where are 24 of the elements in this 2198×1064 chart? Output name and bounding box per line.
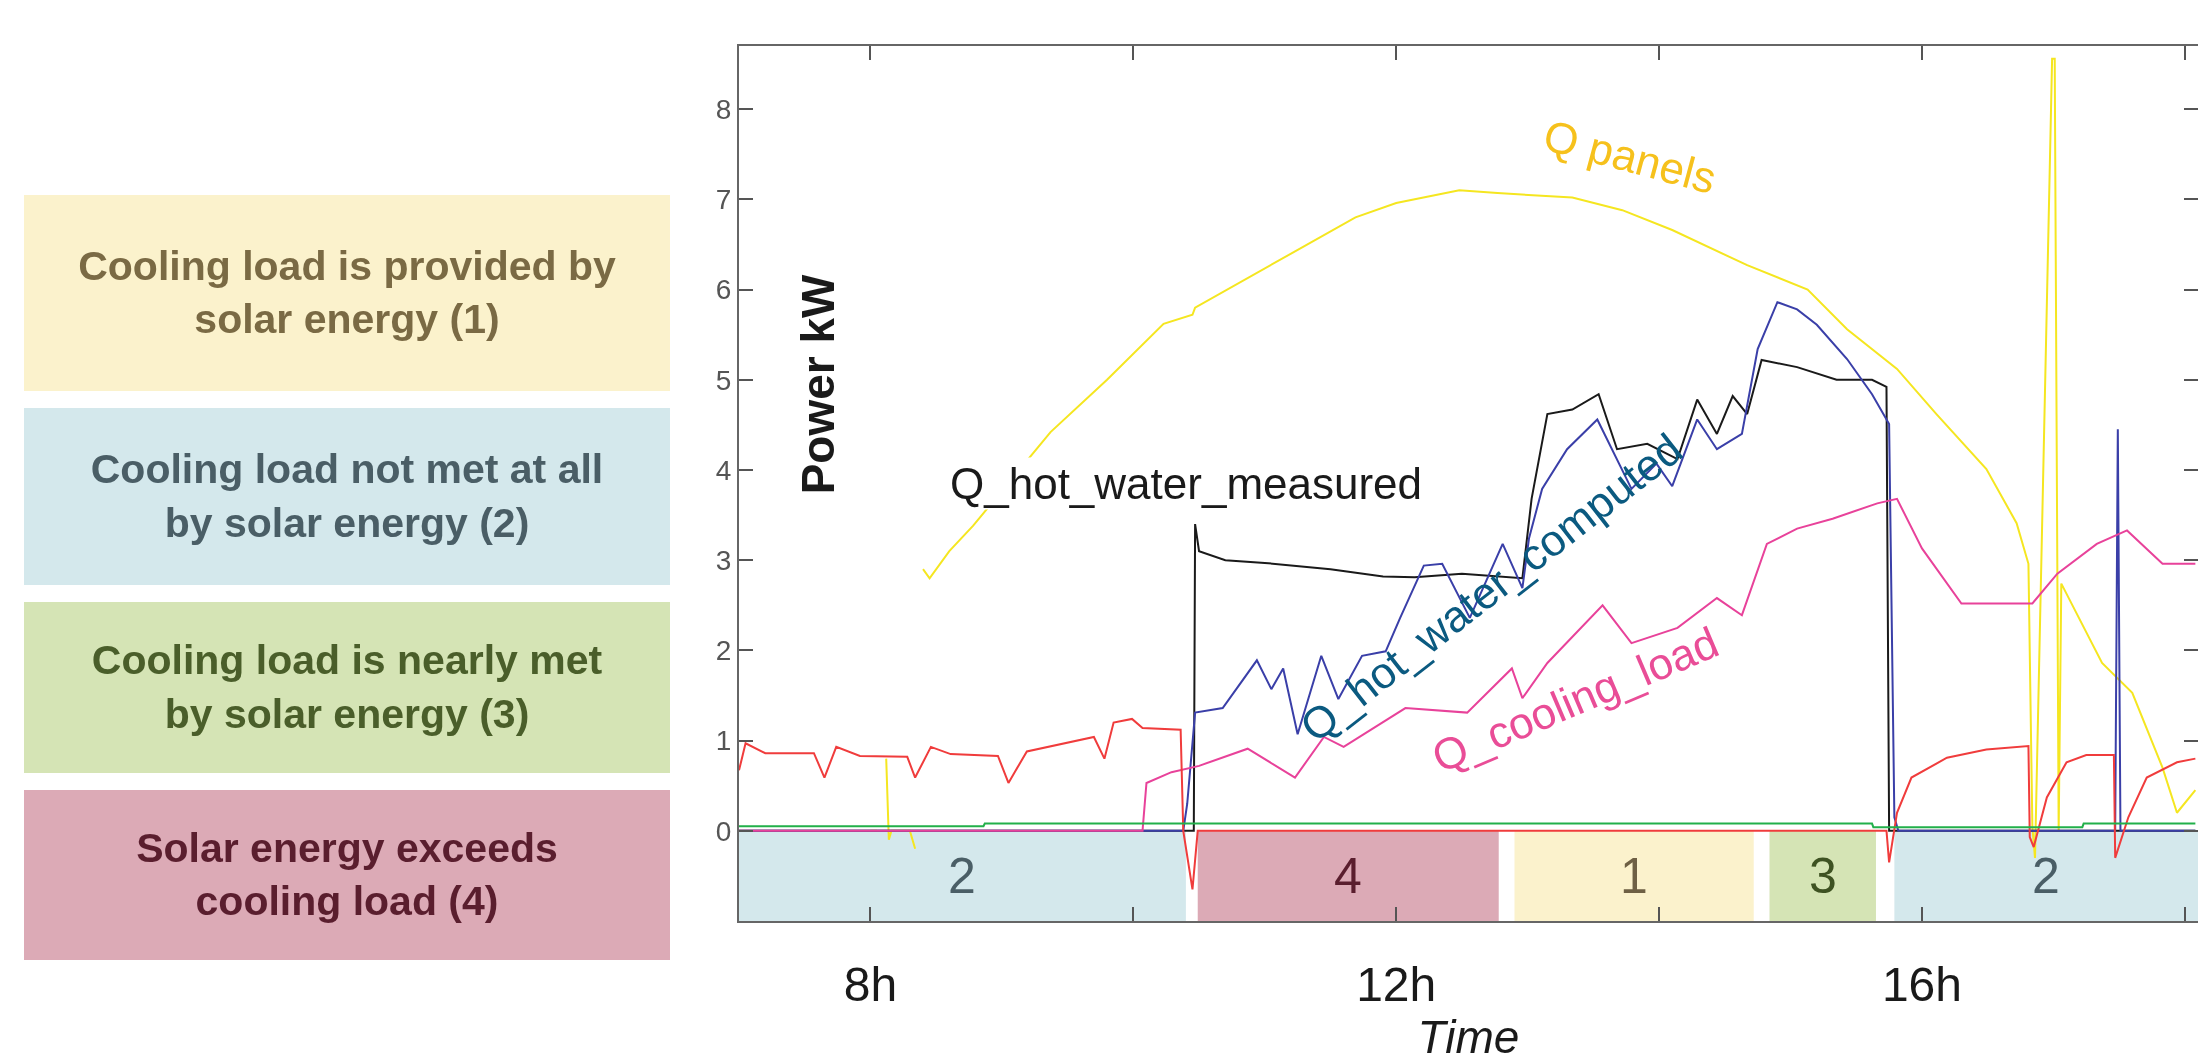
band-label: 4: [1334, 848, 1362, 904]
y-tick-label: 7: [715, 184, 732, 216]
y-tick-label: 6: [715, 274, 732, 306]
y-axis-title: Power kW: [791, 273, 844, 495]
text: Cooling load is provided by solar energy (1): [24, 195, 670, 391]
text: Q panels: [1538, 110, 1722, 203]
band-label: 3: [1809, 848, 1837, 904]
y-tick-label: 4: [715, 454, 732, 486]
y-tick-label: 2: [715, 635, 732, 667]
band-label: 2: [2032, 848, 2060, 904]
y-tick-label: 5: [715, 364, 732, 396]
text: Solar energy exceeds cooling load (4): [24, 790, 670, 960]
x-axis-title: Time: [1417, 1010, 1520, 1063]
y-tick-label: 1: [715, 725, 732, 757]
y-tick-label: 8: [715, 93, 732, 125]
y-tick-label: 3: [715, 544, 732, 576]
y-tick-label: 0: [715, 815, 732, 847]
text: Cooling load not met at all by solar energy (2): [24, 408, 670, 585]
band-label: 2: [948, 848, 976, 904]
x-tick-label: 8h: [843, 957, 898, 1011]
band-label: 1: [1620, 848, 1648, 904]
x-tick-label: 16h: [1881, 957, 1963, 1011]
text: Cooling load is nearly met by solar energy (3): [24, 602, 670, 773]
x-tick-label: 12h: [1356, 957, 1437, 1011]
